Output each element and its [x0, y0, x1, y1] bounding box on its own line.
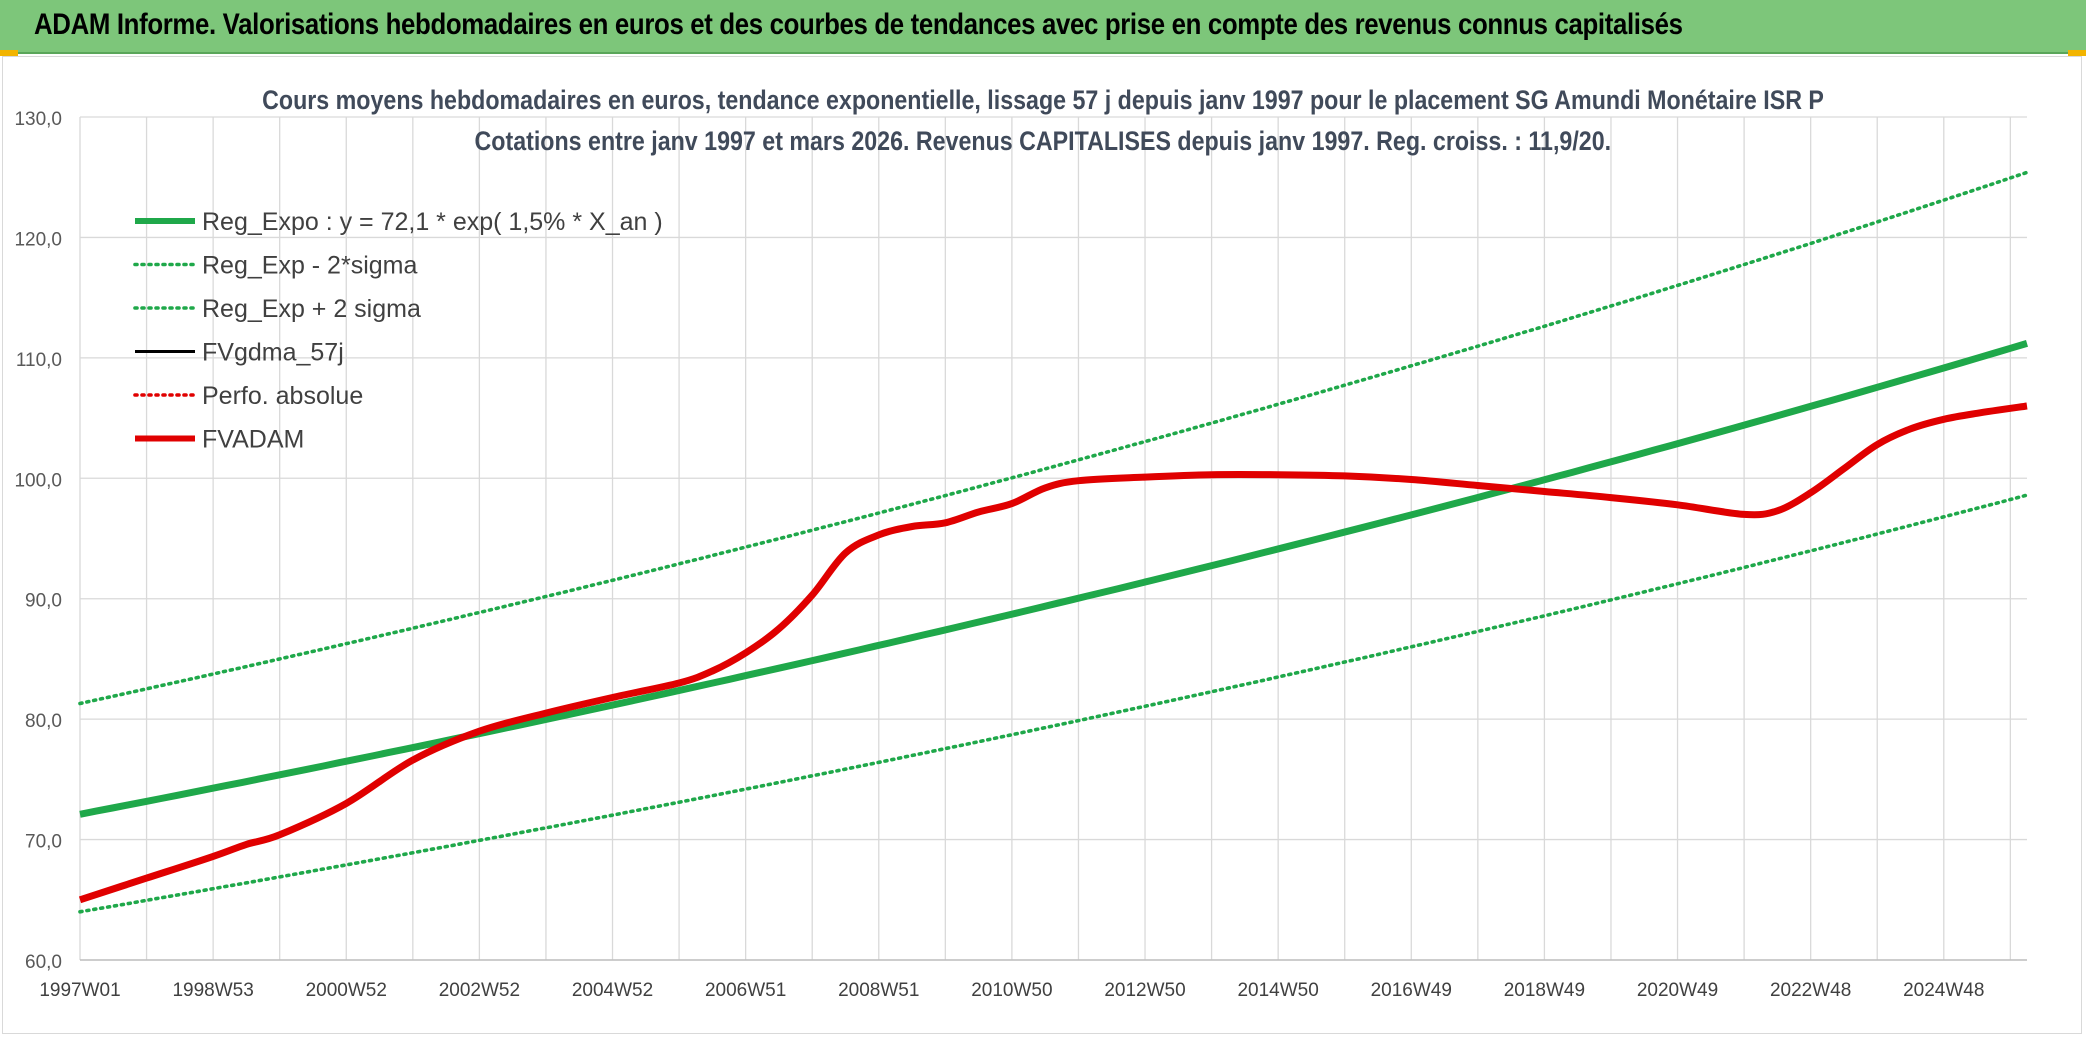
x-tick-label: 2008W51: [838, 980, 919, 1001]
y-tick-label: 110,0: [16, 350, 62, 371]
chart-title: Cours moyens hebdomadaires en euros, ten…: [262, 85, 1824, 115]
x-tick-label: 2018W49: [1504, 980, 1585, 1001]
y-tick-label: 130,0: [14, 109, 62, 130]
legend-label-4: Perfo. absolue: [202, 382, 363, 410]
series-lines: [78, 170, 2029, 914]
legend-label-5: FVADAM: [202, 426, 304, 454]
legend-label-3: FVgdma_57j: [202, 339, 344, 367]
x-tick-label: 2006W51: [705, 980, 786, 1001]
series-line-2: [78, 170, 2029, 706]
chart-subtitle: Cotations entre janv 1997 et mars 2026. …: [474, 126, 1612, 156]
y-tick-label: 90,0: [25, 591, 62, 612]
x-axis-ticks: 1997W01 1998W53 2000W52 2002W52 2004W52 2006W…: [39, 980, 1984, 1001]
chart-frame: [2, 56, 2082, 1034]
x-tick-label: 2010W50: [971, 980, 1052, 1001]
series-line-5: [78, 402, 2028, 904]
x-tick-label: 2016W49: [1371, 980, 1452, 1001]
y-tick-label: 70,0: [25, 832, 62, 853]
corner-accent-right: [2068, 50, 2086, 56]
corner-accent-left: [0, 50, 18, 56]
y-tick-label: 100,0: [14, 470, 62, 491]
x-tick-label: 2000W52: [306, 980, 387, 1001]
y-tick-label: 60,0: [25, 952, 62, 973]
grid: [79, 116, 2027, 961]
x-tick-label: 2022W48: [1770, 980, 1851, 1001]
x-tick-label: 2024W48: [1903, 980, 1984, 1001]
x-tick-label: 1998W53: [172, 980, 253, 1001]
x-tick-label: 2020W49: [1637, 980, 1718, 1001]
y-tick-label: 120,0: [14, 229, 62, 250]
series-line-0: [79, 340, 2028, 818]
legend-label-2: Reg_Exp + 2 sigma: [202, 295, 421, 323]
x-tick-label: 2004W52: [572, 980, 653, 1001]
legend: Reg_Expo : y = 72,1 * exp( 1,5% * X_an )…: [133, 208, 663, 454]
legend-label-1: Reg_Exp - 2*sigma: [202, 252, 417, 280]
x-tick-label: 2012W50: [1104, 980, 1185, 1001]
y-tick-label: 80,0: [25, 711, 62, 732]
x-tick-label: 1997W01: [39, 980, 120, 1001]
report-title: ADAM Informe. Valorisations hebdomadaire…: [34, 8, 1683, 41]
y-axis-ticks: 60,0 70,0 80,0 90,0 100,0 110,0 120,0 130,0: [14, 109, 62, 973]
legend-label-0: Reg_Expo : y = 72,1 * exp( 1,5% * X_an ): [202, 208, 663, 236]
report-banner: ADAM Informe. Valorisations hebdomadaire…: [0, 0, 2086, 54]
x-tick-label: 2014W50: [1237, 980, 1318, 1001]
x-tick-label: 2002W52: [439, 980, 520, 1001]
series-line-1: [78, 493, 2029, 914]
